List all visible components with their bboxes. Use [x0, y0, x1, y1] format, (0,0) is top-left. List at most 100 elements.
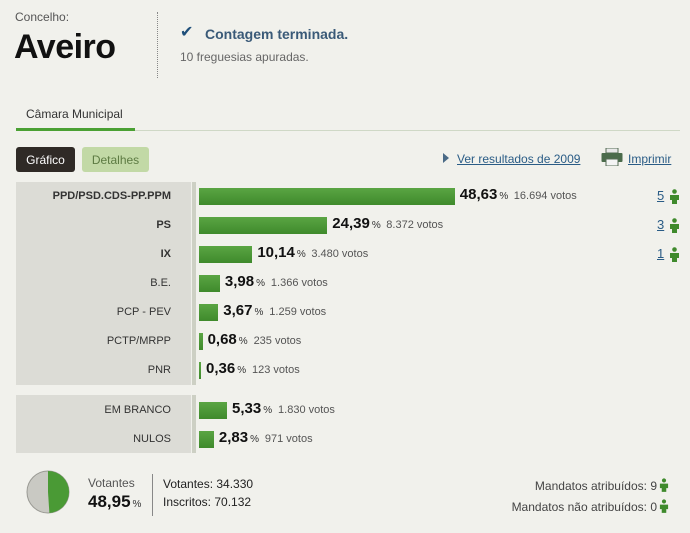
result-row: PNR 0,36% 123 votos: [0, 356, 690, 385]
mandatos-nao-atribuidos: Mandatos não atribuídos: 0: [511, 500, 657, 514]
grafico-button[interactable]: Gráfico: [16, 147, 75, 172]
party-label-panel: [16, 182, 191, 385]
votes-value: 235: [253, 335, 272, 347]
pie-slice-votantes: [48, 471, 69, 513]
percentage-value: 0,68: [207, 331, 237, 348]
votes-value: 1.830: [278, 404, 306, 416]
printer-icon[interactable]: [601, 148, 623, 166]
person-icon: [659, 499, 669, 513]
votes-suffix: votos: [299, 306, 327, 318]
result-bar: [199, 188, 455, 205]
result-percentage: 2,83%: [219, 429, 259, 446]
result-votes: 1.830 votos: [278, 404, 335, 416]
results-2009-link[interactable]: Ver resultados de 2009: [457, 152, 581, 166]
percentage-value: 10,14: [257, 244, 295, 261]
votes-value: 16.694: [513, 190, 548, 202]
result-percentage: 5,33%: [232, 400, 272, 417]
chart-axis-line-other: [192, 395, 196, 453]
tab-baseline: [16, 130, 680, 131]
votantes-percentage: 48,95%: [88, 492, 142, 511]
party-name: PPD/PSD.CDS-PP.PPM: [52, 190, 171, 202]
result-row: B.E. 3,98% 1.366 votos: [0, 269, 690, 298]
status-title: Contagem terminada.: [205, 26, 349, 42]
result-percentage: 0,36%: [206, 360, 246, 377]
votes-value: 3.480: [311, 248, 339, 260]
result-votes: 1.259 votos: [269, 306, 326, 318]
result-bar: [199, 431, 214, 448]
party-name: B.E.: [150, 277, 171, 289]
result-row: NULOS 2,83% 971 votos: [0, 425, 690, 454]
votantes-label: Votantes: [88, 476, 135, 490]
tab-camara-municipal[interactable]: Câmara Municipal: [26, 107, 123, 121]
result-percentage: 10,14%: [257, 244, 305, 261]
result-percentage: 24,39%: [332, 215, 380, 232]
percent-symbol: %: [256, 278, 266, 289]
result-row: EM BRANCO 5,33% 1.830 votos: [0, 396, 690, 425]
percent-symbol: %: [499, 191, 509, 202]
votantes-count: Votantes: 34.330: [163, 477, 254, 491]
votes-value: 1.366: [270, 277, 299, 289]
votes-value: 8.372: [386, 219, 414, 231]
result-percentage: 3,67%: [223, 302, 263, 319]
percent-symbol: %: [254, 307, 264, 318]
result-percentage: 3,98%: [225, 273, 265, 290]
result-bar: [199, 402, 228, 419]
percentage-value: 0,36: [206, 360, 236, 377]
result-row: PPD/PSD.CDS-PP.PPM 48,63% 16.694 votos 5: [0, 182, 690, 211]
seats-link[interactable]: 5: [657, 188, 665, 203]
print-link[interactable]: Imprimir: [628, 152, 672, 166]
party-name: PCP - PEV: [116, 306, 171, 318]
result-votes: 235 votos: [254, 335, 302, 347]
votes-suffix: votos: [286, 433, 313, 445]
party-name: IX: [160, 248, 171, 260]
votes-suffix: votos: [341, 248, 369, 260]
party-name: EM BRANCO: [104, 404, 171, 416]
summary-divider: [152, 474, 153, 516]
percent-symbol: %: [250, 434, 259, 445]
person-icon: [669, 189, 680, 204]
person-icon: [669, 218, 680, 233]
result-votes: 16.694 votos: [514, 190, 577, 202]
mandatos-atribuidos: Mandatos atribuídos: 9: [534, 479, 657, 493]
party-name: PNR: [147, 364, 171, 376]
percentage-value: 48,63: [459, 186, 498, 203]
turnout-pie-chart: [26, 470, 70, 514]
percentage-value: 5,33: [232, 400, 262, 417]
party-name: NULOS: [133, 433, 171, 445]
other-label-panel: [16, 395, 191, 453]
result-votes: 971 votos: [265, 433, 313, 445]
result-bar: [199, 217, 328, 234]
status-subtitle: 10 freguesias apuradas.: [180, 50, 309, 64]
party-name: PS: [156, 219, 171, 231]
result-row: PS 24,39% 8.372 votos 3: [0, 211, 690, 240]
result-row: PCTP/MRPP 0,68% 235 votos: [0, 327, 690, 356]
arrow-right-icon: [443, 153, 449, 163]
seats-link[interactable]: 3: [657, 217, 665, 232]
percentage-value: 3,67: [223, 302, 253, 319]
percent-symbol: %: [371, 220, 381, 231]
percent-symbol: %: [263, 405, 273, 416]
result-bar: [199, 275, 220, 292]
votes-suffix: votos: [301, 277, 328, 289]
result-percentage: 0,68%: [208, 331, 248, 348]
votes-suffix: votos: [416, 219, 444, 231]
percentage-value: 3,98: [224, 273, 255, 290]
result-votes: 123 votos: [252, 364, 300, 376]
percent-symbol: %: [238, 336, 248, 347]
chart-axis-line: [192, 182, 196, 385]
concelho-name: Aveiro: [14, 28, 116, 66]
result-bar: [199, 304, 219, 321]
votes-value: 1.259: [269, 306, 297, 318]
detalhes-button[interactable]: Detalhes: [82, 147, 149, 172]
votes-suffix: votos: [550, 190, 577, 202]
votes-value: 123: [252, 364, 271, 376]
inscritos-count: Inscritos: 70.132: [163, 495, 252, 509]
percentage-value: 2,83: [218, 429, 249, 446]
person-icon: [659, 478, 669, 492]
percent-symbol: %: [237, 365, 247, 376]
person-icon: [669, 247, 680, 262]
votes-value: 971: [264, 433, 284, 445]
seats-link[interactable]: 1: [657, 246, 665, 261]
tab-active-indicator: [16, 128, 135, 131]
result-votes: 8.372 votos: [386, 219, 443, 231]
